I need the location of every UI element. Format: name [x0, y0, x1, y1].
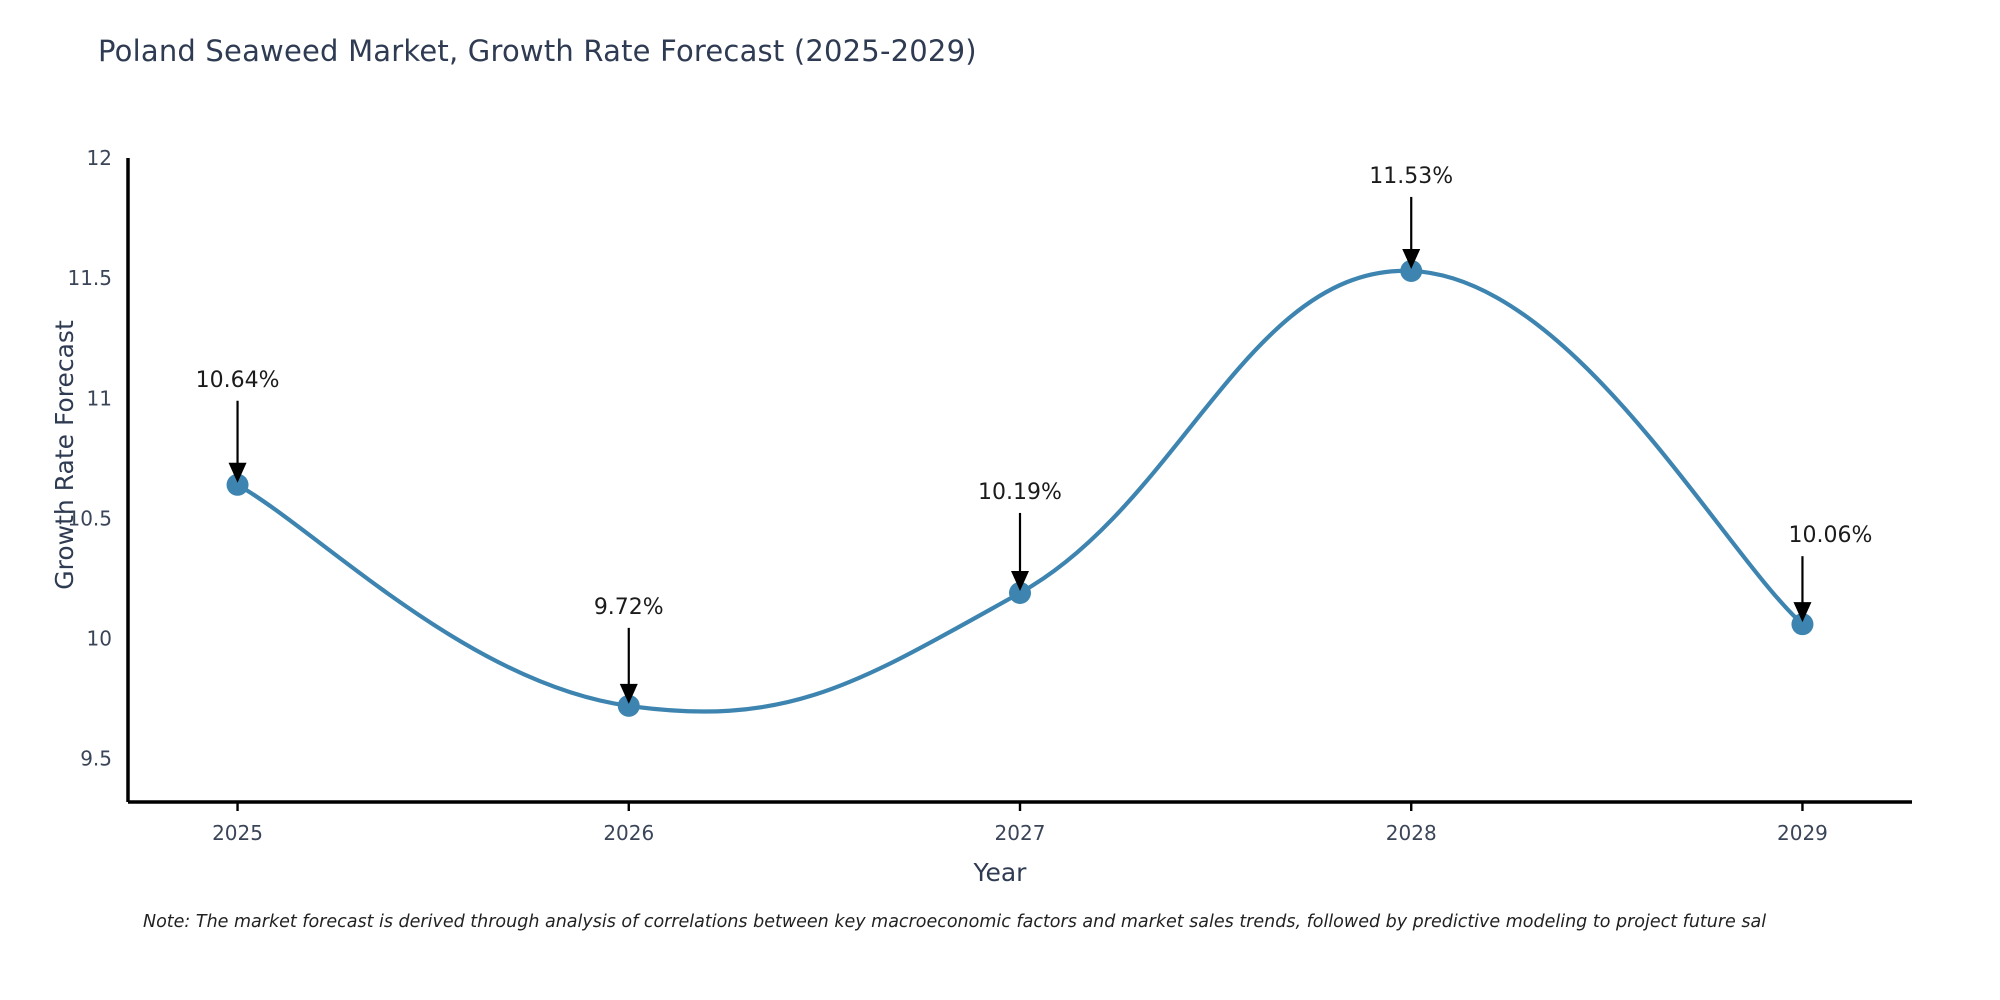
x-tick-label: 2027	[995, 821, 1046, 845]
y-tick-label: 10	[87, 627, 112, 651]
y-tick-label: 9.5	[80, 747, 112, 771]
data-point-marker	[226, 473, 249, 496]
data-point-marker	[617, 694, 640, 717]
annotation-arrow-head	[228, 462, 247, 483]
series-line-growth-rate-forecast	[235, 268, 1805, 714]
y-tick-label: 11	[87, 386, 112, 410]
data-point-value-label: 10.19%	[978, 480, 1062, 505]
annotation-arrow-head	[1793, 602, 1812, 623]
x-axis-ticks: 2025 2026 2027 2028 2029	[212, 802, 1828, 845]
data-point-marker	[1400, 259, 1423, 282]
chart-title: Poland Seaweed Market, Growth Rate Forec…	[98, 34, 977, 68]
x-tick-label: 2025	[212, 821, 263, 845]
data-point-value-label: 10.06%	[1789, 523, 1873, 548]
x-tick-label: 2028	[1386, 821, 1437, 845]
y-tick-label: 11.5	[67, 266, 112, 290]
y-axis-label: Growth Rate Forecast	[50, 320, 79, 590]
annotation-arrow-head	[619, 683, 638, 704]
data-point-marker	[1791, 613, 1814, 636]
x-axis-label: Year	[973, 858, 1027, 887]
data-point-markers	[226, 259, 1814, 717]
data-point-annotations: 10.64% 9.72% 10.19% 11.53% 10.06%	[196, 164, 1873, 704]
x-tick-label: 2026	[603, 821, 654, 845]
chart-footnote: Note: The market forecast is derived thr…	[143, 912, 1767, 932]
y-axis-ticks: 9.5 10 10.5 11 11.5 12	[67, 146, 112, 771]
y-tick-label: 12	[87, 146, 112, 170]
data-point-value-label: 11.53%	[1369, 164, 1453, 189]
data-series-line	[235, 268, 1805, 714]
annotation-arrow-head	[1011, 570, 1029, 591]
data-point-marker	[1009, 581, 1031, 604]
y-tick-label: 10.5	[67, 506, 112, 530]
annotation-arrow-head	[1402, 248, 1421, 269]
data-point-value-label: 9.72%	[594, 595, 664, 620]
data-point-value-label: 10.64%	[196, 368, 280, 393]
x-tick-label: 2029	[1777, 821, 1828, 845]
